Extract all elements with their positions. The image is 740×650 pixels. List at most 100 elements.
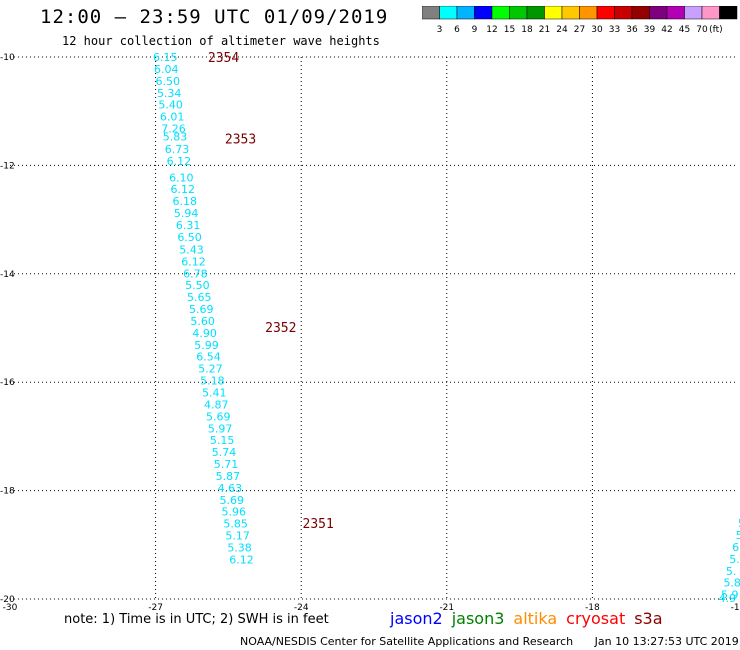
y-tick-label: -18	[0, 487, 15, 497]
wave-height-label: 5.9	[721, 589, 739, 602]
wave-height-label: 4.87	[204, 398, 229, 411]
wave-height-label: 5.17	[225, 530, 250, 543]
wave-height-label: 5.8	[723, 577, 740, 590]
satellite-jason2: jason2	[390, 609, 443, 628]
wave-height-label: 5.71	[214, 458, 239, 471]
satellite-s3a: s3a	[634, 609, 663, 628]
wave-height-label: 5.60	[190, 315, 215, 328]
color-scale-label: 12	[486, 25, 497, 35]
wave-height-label: 6.01	[160, 111, 185, 124]
wave-height-label: 5.38	[227, 542, 252, 555]
timestamp: Jan 10 13:27:53 UTC 2019	[594, 635, 739, 648]
wave-height-label: 5.99	[194, 339, 219, 352]
wave-height-label: 5.65	[187, 291, 212, 304]
wave-height-label: 5.	[729, 553, 740, 566]
color-scale-label: 24	[556, 25, 568, 35]
time-markers: 2354 2353 2352 2351	[208, 51, 334, 532]
wave-height-label: 5.74	[212, 446, 237, 459]
color-swatch	[719, 6, 738, 20]
wave-height-label: 4.90	[192, 327, 217, 340]
wave-height-label: 7.26	[161, 123, 186, 136]
wave-height-label: 5.	[736, 529, 740, 542]
wave-height-label: 6.31	[176, 219, 201, 232]
wave-height-label: 6.12	[167, 155, 192, 168]
edge-points: 55.6.5.5.5.85.94.9	[719, 517, 740, 605]
wave-height-label: 6.12	[181, 255, 206, 268]
color-scale-label: 33	[609, 25, 620, 35]
wave-height-label: 5.96	[221, 506, 246, 519]
color-scale-label: 36	[626, 25, 638, 35]
wave-height-label: 5.41	[202, 386, 227, 399]
wave-height-label: 5.69	[220, 494, 245, 507]
color-scale-legend: 3 6 9 12 15 18 21 24 27 30 33 36 39 42 45 70 (ft)	[422, 6, 738, 35]
color-scale-label: 9	[472, 25, 478, 35]
wave-height-label: 5	[738, 517, 740, 530]
x-tick-label: -27	[148, 603, 163, 613]
footnote: note: 1) Time is in UTC; 2) SWH is in fe…	[64, 612, 329, 627]
wave-height-label: 5.18	[200, 375, 225, 388]
wave-height-label: 5.97	[208, 422, 233, 435]
wave-height-label: 6.10	[169, 171, 194, 184]
wave-height-label: 5.83	[163, 131, 188, 144]
y-tick-label: -20	[0, 595, 15, 605]
wave-height-label: 5.40	[158, 99, 183, 112]
wave-height-label: 5.50	[185, 279, 210, 292]
y-tick-label: -14	[0, 270, 15, 280]
wave-height-label: 6.	[732, 541, 740, 554]
wave-height-label: 5.27	[198, 363, 223, 376]
time-marker-label: 2354	[208, 51, 239, 66]
y-tick-label: -12	[0, 161, 15, 171]
color-scale-label: 30	[591, 25, 603, 35]
wave-height-label: 5.43	[179, 243, 204, 256]
wave-height-label: 5.	[726, 565, 737, 578]
color-scale-label: 21	[539, 25, 550, 35]
color-scale-label: 70	[696, 25, 708, 35]
color-scale-unit: (ft)	[709, 25, 723, 35]
wave-height-label: 6.50	[155, 75, 180, 88]
y-tick-label: -16	[0, 378, 15, 388]
wave-height-label: 6.12	[229, 553, 254, 566]
wave-height-label: 6.50	[177, 231, 202, 244]
wave-height-label: 6.18	[172, 195, 197, 208]
satellite-jason3: jason3	[451, 609, 505, 628]
wave-height-points: 6.156.046.505.345.406.017.265.836.736.12…	[153, 51, 254, 566]
y-tick-label: -10	[0, 53, 15, 63]
chart-subtitle: 12 hour collection of altimeter wave hei…	[62, 34, 380, 48]
color-scale-label: 39	[644, 25, 656, 35]
color-scale-label: 45	[679, 25, 690, 35]
credit-text: NOAA/NESDIS Center for Satellite Applica…	[240, 635, 574, 648]
satellite-altika: altika	[513, 609, 558, 628]
x-tick-label: -30	[3, 603, 18, 613]
x-tick-label: -15	[731, 603, 740, 613]
wave-height-label: 5.94	[174, 207, 199, 220]
wave-height-label: 6.73	[165, 143, 190, 156]
time-marker-label: 2351	[303, 517, 334, 532]
x-tick-label: -24	[294, 603, 309, 613]
wave-height-label: 6.15	[153, 51, 178, 64]
wave-height-label: 6.78	[183, 267, 208, 280]
x-tick-label: -18	[585, 603, 600, 613]
wave-height-label: 5.34	[157, 87, 182, 100]
color-scale-label: 18	[521, 25, 533, 35]
wave-height-label: 6.54	[196, 351, 221, 364]
wave-height-label: 4.9	[719, 592, 737, 605]
grid-lines	[10, 56, 738, 600]
chart-title: 12:00 — 23:59 UTC 01/09/2019	[40, 6, 389, 28]
wave-height-label: 6.12	[171, 183, 196, 196]
wave-height-label: 5.85	[223, 518, 248, 531]
color-scale-label: 27	[574, 25, 585, 35]
wave-height-label: 5.69	[206, 410, 231, 423]
time-marker-label: 2353	[225, 132, 256, 147]
color-scale-label: 15	[504, 25, 515, 35]
credit-line: NOAA/NESDIS Center for Satellite Applica…	[240, 635, 739, 648]
wave-height-label: 5.87	[216, 470, 241, 483]
x-tick-label: -21	[439, 603, 454, 613]
wave-height-label: 4.63	[218, 482, 243, 495]
wave-height-label: 6.04	[154, 63, 179, 76]
wave-height-label: 5.15	[210, 434, 235, 447]
color-scale-label: 42	[661, 25, 672, 35]
satellite-legend: jason2 jason3 altika cryosat s3a	[390, 609, 672, 628]
satellite-cryosat: cryosat	[566, 609, 626, 628]
color-scale-label: 6	[454, 25, 460, 35]
